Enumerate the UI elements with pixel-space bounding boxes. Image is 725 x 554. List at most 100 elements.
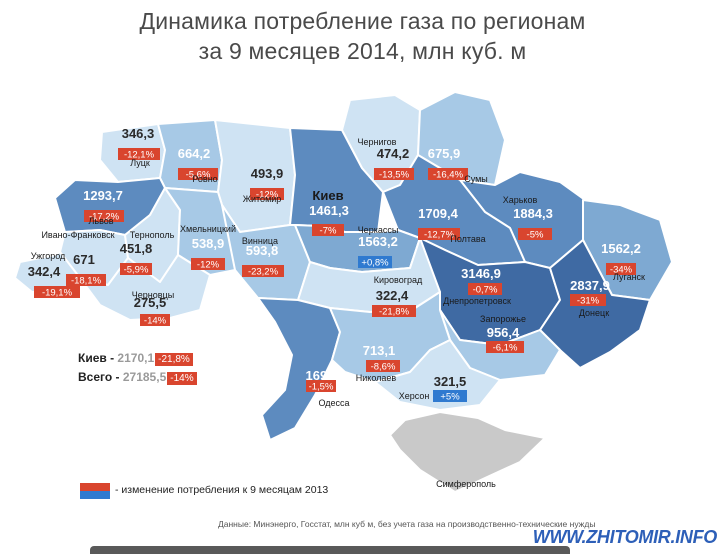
region-change-badge-zhytomyr xyxy=(250,188,284,200)
region-change-badge-dnipro xyxy=(468,283,502,295)
region-value-luhansk: 1562,2 xyxy=(601,241,641,256)
region-value-odesa: 1697 xyxy=(306,368,335,383)
region-change-sumy: -16,4% xyxy=(433,170,464,181)
region-name-chernivtsi: Черновцы xyxy=(132,290,174,300)
region-change-khmelnytskyi: -12% xyxy=(197,260,220,271)
region-change-badge-kherson xyxy=(433,390,467,402)
region-name-ternopil: Тернополь xyxy=(130,230,175,240)
region-change-badge-cherkasy xyxy=(358,256,392,268)
summary-total-change: -14% xyxy=(167,372,197,385)
region-change-kharkiv: -5% xyxy=(527,230,544,241)
footer-strip xyxy=(90,546,570,554)
region-value-kirovohrad: 322,4 xyxy=(376,288,409,303)
region-name-kyiv_obl: Киев xyxy=(312,188,343,203)
region-change-badge-zakarpattia xyxy=(34,286,80,298)
region-name-luhansk: Луганск xyxy=(613,272,645,282)
region-name-kirovohrad: Кировоград xyxy=(374,275,423,285)
region-change-mykolaiv: -8,6% xyxy=(371,362,396,373)
region-change-ternopil: -5,9% xyxy=(124,265,149,276)
region-value-cherkasy: 1563,2 xyxy=(358,234,398,249)
region-value-volyn: 346,3 xyxy=(122,126,155,141)
region-name-mykolaiv: Николаев xyxy=(356,373,397,383)
region-name-vinnytsia: Винница xyxy=(242,236,278,246)
region-change-zhytomyr: -12% xyxy=(256,190,279,201)
region-change-badge-kirovohrad xyxy=(372,305,416,317)
region-kherson xyxy=(374,339,501,411)
summary-total: Всего - 27185,5 -14% xyxy=(78,370,197,385)
region-change-badge-poltava xyxy=(418,228,460,240)
summary-total-label: Всего - xyxy=(78,370,123,384)
region-change-badge-lviv xyxy=(84,210,124,222)
chart-title-line1: Динамика потребление газа по регионам xyxy=(139,8,586,34)
region-name-rivne: Ровно xyxy=(192,174,217,184)
region-value-zakarpattia: 342,4 xyxy=(28,264,61,279)
region-change-poltava: -12,7% xyxy=(424,230,455,241)
region-name-kherson: Херсон xyxy=(399,391,430,401)
summary-total-value: 27185,5 xyxy=(122,370,167,384)
region-value-dnipro: 3146,9 xyxy=(461,266,501,281)
region-shapes xyxy=(14,91,673,493)
region-change-kyiv_obl: -7% xyxy=(320,226,337,237)
region-change-badge-odesa xyxy=(306,380,336,392)
region-change-odesa: -1,5% xyxy=(309,382,334,393)
region-name-zakarpattia: Ужгород xyxy=(31,251,66,261)
region-name-cherkasy: Черкассы xyxy=(358,225,399,235)
region-change-kirovohrad: -21,8% xyxy=(379,307,410,318)
region-change-badge-chernivtsi xyxy=(140,314,170,326)
region-name-zhytomyr: Житомир xyxy=(243,194,282,204)
legend-text: - изменение потребления к 9 месяцам 2013 xyxy=(115,484,329,496)
region-value-chernivtsi: 275,5 xyxy=(134,295,167,310)
region-value-rivne: 664,2 xyxy=(178,146,211,161)
region-value-kharkiv: 1884,3 xyxy=(513,206,553,221)
region-value-chernihiv: 474,2 xyxy=(377,146,410,161)
region-change-volyn: -12,1% xyxy=(124,150,155,161)
region-name-kharkiv: Харьков xyxy=(503,195,538,205)
chart-title-line2: за 9 месяцев 2014, млн куб. м xyxy=(198,38,527,64)
region-name-khmelnytskyi: Хмельницкий xyxy=(180,224,236,234)
region-value-zaporizhzhia: 956,4 xyxy=(487,325,520,340)
region-name-donetsk: Донецк xyxy=(579,308,609,318)
region-change-badge-volyn xyxy=(118,148,160,160)
region-change-luhansk: -34% xyxy=(610,265,633,276)
region-name-dnipro: Днепропетровск xyxy=(443,296,511,306)
region-name-poltava: Полтава xyxy=(450,234,485,244)
region-change-dnipro: -0,7% xyxy=(473,285,498,296)
region-value-poltava: 1709,4 xyxy=(418,206,459,221)
region-value-khmelnytskyi: 538,9 xyxy=(192,236,225,251)
region-change-volyn_ivano: -18,1% xyxy=(71,276,102,287)
region-change-kherson: +5% xyxy=(440,392,460,403)
region-change-badge-luhansk xyxy=(606,263,636,275)
region-value-kherson: 321,5 xyxy=(434,374,467,389)
region-change-badge-donetsk xyxy=(570,294,606,306)
region-change-badge-chernihiv xyxy=(374,168,414,180)
region-change-badge-rivne xyxy=(178,168,218,180)
region-change-vinnytsia: -23,2% xyxy=(248,267,279,278)
region-value-lviv: 1293,7 xyxy=(83,188,123,203)
region-value-kyiv_obl: 1461,3 xyxy=(309,203,349,218)
watermark-logo: WWW.ZHITOMIR.INFO xyxy=(532,527,718,547)
region-change-chernivtsi: -14% xyxy=(144,316,167,327)
region-name-zaporizhzhia: Запорожье xyxy=(480,314,526,324)
legend-swatch-decrease xyxy=(80,483,110,491)
region-change-badge-ternopil xyxy=(120,263,152,275)
region-name-chernihiv: Чернигов xyxy=(358,137,397,147)
legend-swatch xyxy=(80,483,110,499)
region-name-sumy: Сумы xyxy=(464,174,488,184)
region-value-volyn_ivano: 671 xyxy=(73,252,95,267)
region-change-badge-vinnytsia xyxy=(242,265,284,277)
region-change-badge-khmelnytskyi xyxy=(191,258,225,270)
region-change-cherkasy: +0,8% xyxy=(361,258,389,269)
summary-kyiv-value: 2170,1 xyxy=(117,351,155,365)
region-value-mykolaiv: 713,1 xyxy=(363,343,396,358)
summary-kyiv-change: -21,8% xyxy=(155,353,193,366)
region-value-zhytomyr: 493,9 xyxy=(251,166,284,181)
region-crimea xyxy=(389,411,546,493)
source-note: Данные: Минэнерго, Госстат, млн куб м, б… xyxy=(218,519,596,529)
region-change-zakarpattia: -19,1% xyxy=(42,288,73,299)
region-change-chernihiv: -13,5% xyxy=(379,170,410,181)
region-change-lviv: -17,2% xyxy=(89,212,120,223)
region-name-crimea: Симферополь xyxy=(436,479,496,489)
region-name-odesa: Одесса xyxy=(318,398,349,408)
region-name-volyn: Луцк xyxy=(130,158,150,168)
